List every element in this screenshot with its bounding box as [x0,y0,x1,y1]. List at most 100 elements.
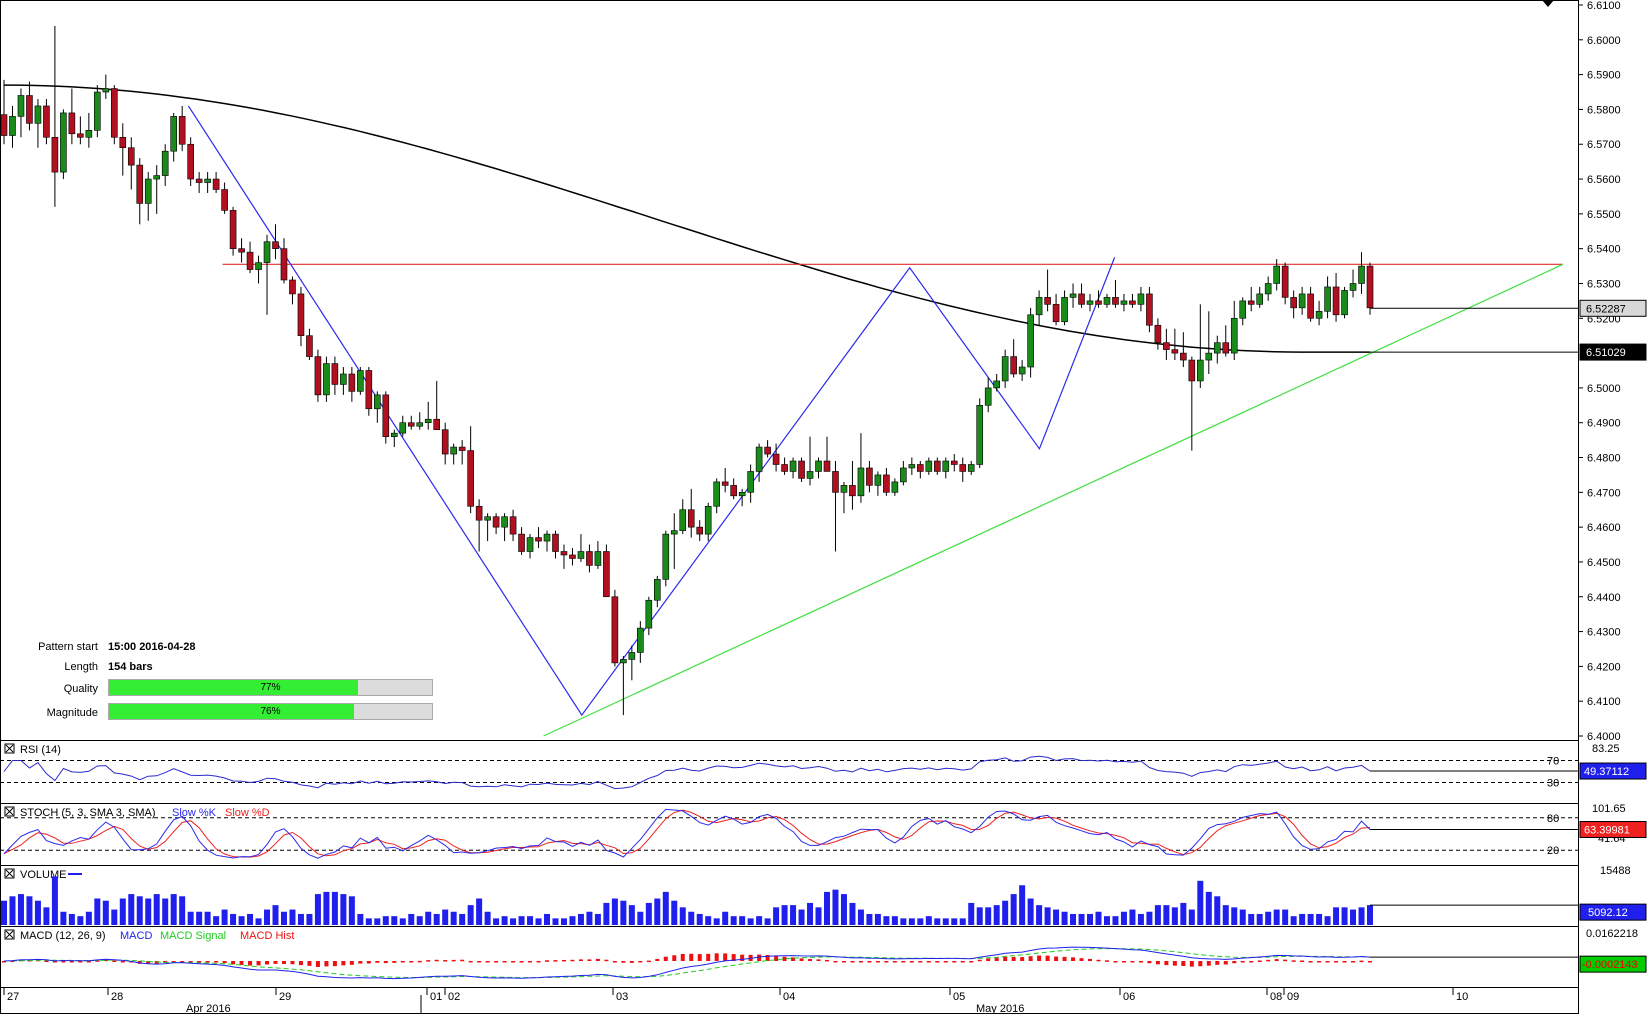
macd-hist-bar [1071,957,1076,961]
candle [229,206,237,256]
macd-label: MACD (12, 26, 9) [20,930,106,942]
scroll-down-arrow-icon[interactable] [1542,0,1554,7]
macd-hist-bar [1113,961,1118,963]
volume-bar [162,898,169,925]
macd-hist-bar [2,961,6,963]
candle-body-bullish [1264,283,1272,295]
volume-bar [1027,898,1034,925]
candle-body-bullish [1239,300,1247,319]
candle-body-bullish [374,394,381,410]
candle-body-bullish [984,387,992,406]
volume-bar [1341,907,1348,925]
candle-body-bullish [1120,300,1128,305]
candle [781,457,788,475]
volume-bar [213,916,220,925]
volume-bar [1120,911,1127,925]
volume-bar [179,896,186,925]
volume-bar [832,889,839,925]
candle-body-bullish [450,446,457,455]
volume-bar [611,898,618,925]
candle-body-bearish [314,356,322,396]
volume-bar [348,896,355,925]
volume-bar [951,918,958,925]
candle-body-bullish [161,150,169,176]
candle [611,589,619,667]
macd-hist-bar [392,961,397,963]
macd-hist-bar [494,961,499,963]
price-tick-label: 6.6100 [1587,0,1621,12]
volume-bar [1214,896,1221,925]
volume-bar [823,891,830,925]
candle-body-bullish [806,471,814,479]
volume-bar [1,900,7,925]
volume-bar [1299,913,1306,925]
volume-bar [442,909,449,925]
time-tick-label: 03 [616,991,628,1003]
candle [119,123,127,176]
candle-body-bearish [407,422,415,427]
time-tick-label: 06 [1123,991,1135,1003]
candle [1027,307,1034,378]
candle [645,596,653,636]
volume-bar [119,898,126,925]
time-tick-label: 04 [783,991,795,1003]
price-tick-label: 6.4400 [1587,592,1621,604]
candle-body-bearish [441,429,449,455]
candle-body-bearish [933,460,941,472]
volume-bar [705,916,712,925]
macd-hist-bar [850,961,855,963]
volume-bar [1002,900,1009,925]
candle-body-bearish [1146,293,1153,326]
macd-hist-bar [1104,960,1109,962]
volume-bar [756,916,763,925]
volume-bar [1265,911,1272,925]
candle-body-bullish [1027,314,1034,368]
candle-body-bullish [1324,286,1331,312]
candle-body-bearish [1095,300,1102,305]
volume-bar [696,913,703,925]
candle [238,238,245,263]
candle [416,412,424,430]
candle [670,513,678,569]
macd-hist-bar [1232,961,1237,964]
volume-bar [102,900,109,925]
candle [1086,293,1094,312]
macd-hist-bar [188,961,193,963]
quality-bar: 77% [108,679,433,696]
candle-body-bullish [1341,290,1348,316]
macd-hist-bar [1308,961,1313,963]
candle-body-bullish [789,460,797,472]
candle-body-bullish [738,492,746,497]
macd-hist-bar [281,961,286,964]
magnitude-value: 76% [260,706,281,717]
volume-bar [1053,909,1060,925]
candle [832,461,839,552]
candle [662,530,670,587]
candle-body-bullish [399,422,407,434]
macd-hist-bar [460,959,465,962]
stoch-k-legend: Slow %K [172,807,217,819]
candle [85,112,93,148]
macd-hist-bar [1283,959,1288,962]
volume-bar [128,894,135,925]
candle-body-bearish [950,460,958,465]
macd-hist-bar [1223,961,1228,965]
price-tick-label: 6.5800 [1587,104,1621,116]
candle-body-bearish [26,95,33,124]
macd-hist-bar [443,960,448,962]
volume-bar [1036,905,1043,925]
macd-hist-bar [349,961,354,965]
candle-body-bearish [1307,293,1314,319]
macd-hist-bar [528,961,533,963]
volume-bar [450,911,457,925]
macd-hist-bar [918,961,923,963]
candle-body-bullish [637,627,644,653]
candle-body-bearish [1112,297,1119,305]
candle [492,513,500,535]
candle [1247,286,1255,312]
macd-hist-bar [875,961,880,963]
candle-body-bullish [704,505,712,535]
candle [1239,297,1247,326]
candle-body-bullish [620,659,627,664]
